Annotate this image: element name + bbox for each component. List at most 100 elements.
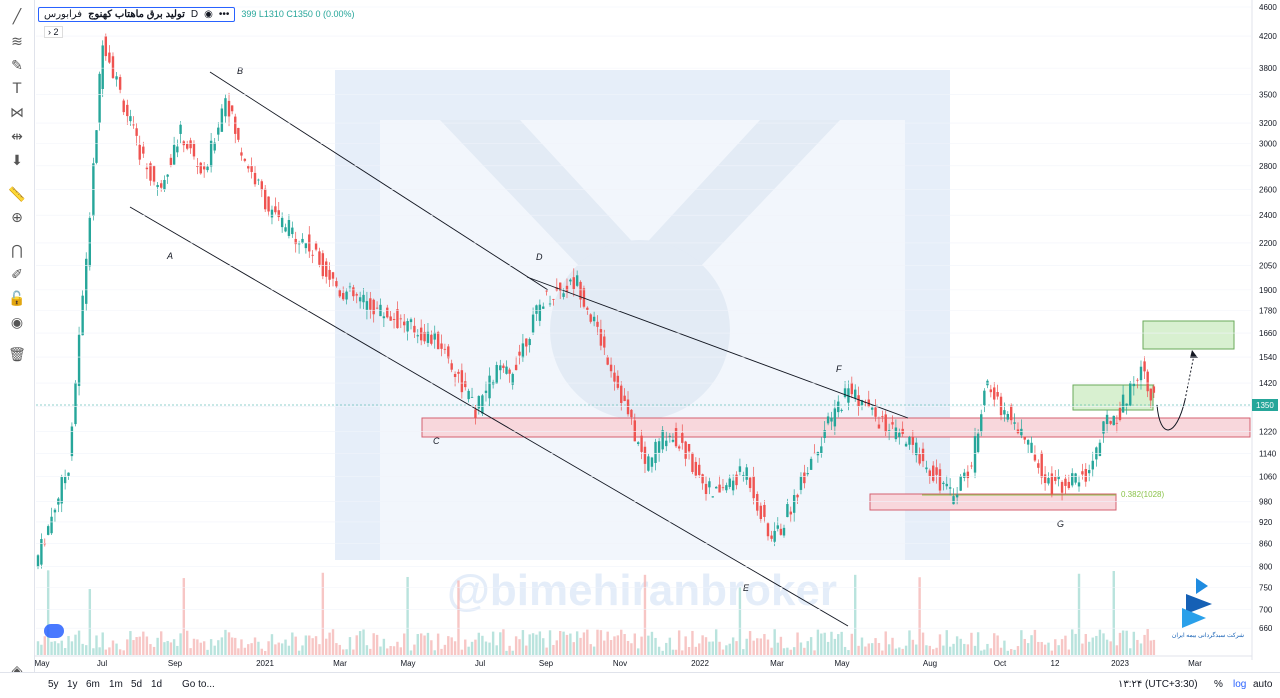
volume-bar <box>535 634 538 655</box>
trend-line-lower[interactable] <box>129 206 849 627</box>
auto-toggle[interactable]: auto <box>1253 679 1273 690</box>
volume-bar <box>481 635 484 655</box>
candle-body <box>372 299 375 315</box>
price-chart[interactable]: @bimehiranbroker 0.382(1028) A B C D E F… <box>0 0 1280 672</box>
trend-line-upper-2[interactable] <box>526 276 909 419</box>
candle-body <box>966 471 970 479</box>
candle-body <box>668 435 672 437</box>
candle-body <box>843 388 847 398</box>
candle-body <box>586 307 589 310</box>
fib-icon[interactable]: ≋ <box>11 34 23 50</box>
volume-bar <box>786 647 789 655</box>
candle-body <box>643 446 647 464</box>
candle-body <box>928 470 932 477</box>
candle-body <box>115 76 118 80</box>
more-icon[interactable]: ••• <box>218 8 230 20</box>
candle-body <box>179 124 182 134</box>
candle-body <box>88 217 92 267</box>
volume-bar <box>243 647 247 655</box>
volume-bar <box>874 638 877 655</box>
pattern-icon[interactable]: ⋈ <box>10 105 24 121</box>
unlock-icon[interactable]: 🔓 <box>8 291 26 307</box>
brush-icon[interactable]: ✎ <box>11 58 23 74</box>
volume-bar <box>352 649 355 655</box>
candle-body <box>511 373 514 385</box>
layers-icon[interactable]: ◈ <box>11 663 23 679</box>
volume-bar <box>759 638 763 655</box>
candle-body <box>989 389 993 393</box>
goto-button[interactable]: Go to... <box>182 679 215 690</box>
candle-body <box>1121 394 1125 413</box>
time-tick-label: Jul <box>97 659 107 668</box>
candle-body <box>77 334 81 386</box>
candle-body <box>647 456 650 471</box>
volume-bar <box>464 639 467 655</box>
candle-body <box>403 321 406 326</box>
volume-bar <box>57 643 60 655</box>
volume-bar <box>142 631 145 655</box>
volume-bar <box>291 632 294 655</box>
timeframe-6m[interactable]: 6m <box>86 679 100 690</box>
symbol-box[interactable]: فرابورس تولید برق ماهتاب کهنوج D ◉ ••• <box>38 6 236 22</box>
text-icon[interactable]: T <box>12 81 22 97</box>
eye-toggle-icon[interactable]: ◉ <box>204 8 213 20</box>
magnet-icon[interactable]: ⋂ <box>11 243 23 259</box>
candle-body <box>1050 473 1054 495</box>
candle-body <box>213 142 216 151</box>
candle-body <box>833 408 837 427</box>
candle-body <box>505 366 508 374</box>
trend-line-icon[interactable]: ╱ <box>12 9 22 25</box>
volume-bar <box>830 631 833 655</box>
volume-bar <box>382 638 386 655</box>
arrow-down-icon[interactable]: ⬇ <box>11 153 23 169</box>
candle-body <box>1043 474 1047 484</box>
volume-bar <box>603 640 606 655</box>
zoom-icon[interactable]: ⊕ <box>11 210 23 226</box>
trash-icon[interactable]: 🗑 <box>8 347 26 363</box>
eye-icon[interactable]: ◉ <box>10 315 24 331</box>
time-axis[interactable]: May Jul Sep 2021 Mar May Jul Sep Nov 2022 Mar May Au… <box>34 655 1252 668</box>
candle-body <box>745 467 748 480</box>
candle-body <box>253 172 257 185</box>
timeframe-1y[interactable]: 1y <box>67 679 78 690</box>
drawing-toolbar: ╱ ≋ ✎ T ⋈ ⇹ ⬇ 📏 ⊕ ⋂ ✐ 🔓 ◉ 🗑 ◈ <box>0 0 35 679</box>
volume-bar <box>101 632 104 655</box>
price-axis[interactable]: 4600420038003500320030002800260024002200… <box>36 0 1277 660</box>
timeframe-1m[interactable]: 1m <box>109 679 123 690</box>
log-toggle[interactable]: log <box>1233 679 1247 690</box>
timeframe-5y[interactable]: 5y <box>48 679 59 690</box>
candle-body <box>1009 405 1013 421</box>
candle-body <box>694 461 698 476</box>
clock-display[interactable]: ۱۳:۲۴ (UTC+3:30) <box>1118 679 1198 690</box>
volume-bar <box>314 636 318 655</box>
candle-body <box>884 414 887 432</box>
candle-body <box>976 433 980 453</box>
volume-bar <box>284 639 287 655</box>
target-zone-2[interactable] <box>1142 320 1235 350</box>
percent-toggle[interactable]: % <box>1214 679 1223 690</box>
measure-icon[interactable]: ⇹ <box>11 129 23 145</box>
candle-body <box>1077 482 1081 487</box>
volume-bar <box>745 638 748 655</box>
indicator-toggle[interactable]: › 2 <box>44 26 63 38</box>
lock-draw-icon[interactable]: ✐ <box>11 267 23 283</box>
volume-bar <box>358 631 362 655</box>
candle-body <box>1060 482 1064 493</box>
volume-bar <box>993 633 996 655</box>
volume-bar <box>864 646 867 655</box>
candle-body <box>409 319 413 323</box>
volume-bar <box>986 643 989 655</box>
symbol-legend[interactable]: فرابورس تولید برق ماهتاب کهنوج D ◉ ••• 3… <box>38 6 354 22</box>
target-zone-1[interactable] <box>1072 384 1154 411</box>
timeframe-5d[interactable]: 5d <box>131 679 143 690</box>
volume-bar <box>1132 631 1136 655</box>
ruler-icon[interactable]: 📏 <box>8 187 26 203</box>
trend-line-upper-1[interactable] <box>209 71 549 291</box>
candle-body <box>301 238 304 243</box>
volume-bar <box>338 644 341 655</box>
tradingview-logo-icon[interactable] <box>44 624 64 638</box>
support-zone-low[interactable] <box>869 493 1117 511</box>
timeframe-1d[interactable]: 1d <box>151 679 163 690</box>
candle-body <box>942 482 945 485</box>
candle-body <box>129 116 132 122</box>
